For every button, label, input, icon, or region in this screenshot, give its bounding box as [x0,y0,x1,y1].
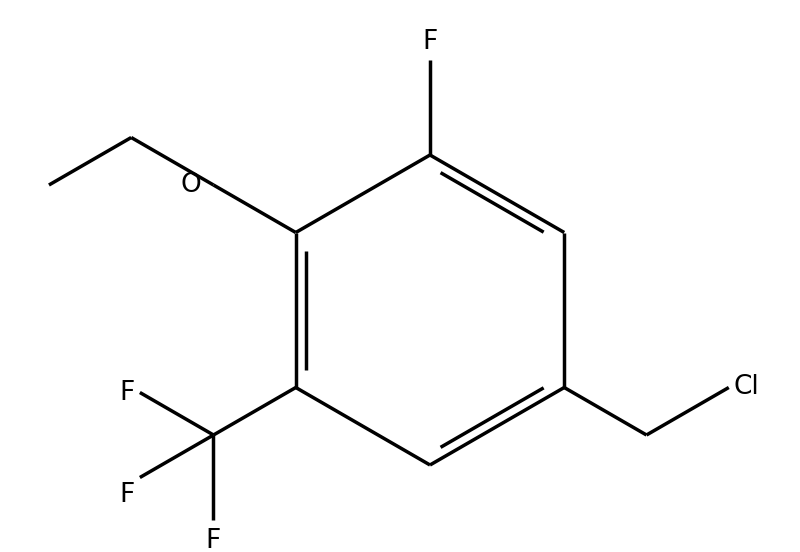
Text: F: F [206,528,221,552]
Text: O: O [181,172,202,198]
Text: F: F [120,380,135,406]
Text: F: F [422,29,438,55]
Text: Cl: Cl [734,374,759,401]
Text: F: F [120,482,135,508]
